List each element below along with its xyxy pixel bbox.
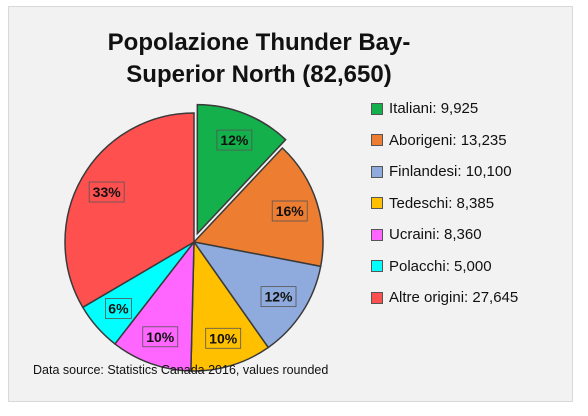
legend-item-polacchi: Polacchi: 5,000	[371, 251, 518, 283]
data-label-box	[216, 129, 253, 151]
legend-swatch	[371, 165, 383, 178]
chart-area: Popolazione Thunder Bay-Superior North (…	[8, 6, 573, 402]
legend-item-ucraini: Ucraini: 8,360	[371, 219, 518, 251]
data-source-note: Data source: Statistics Canada 2016, val…	[33, 363, 329, 377]
pie-slice-aborigeni	[192, 146, 324, 268]
legend-label: Aborigeni: 13,235	[389, 131, 507, 149]
data-label-italiani: 12%	[216, 129, 253, 151]
data-label-polacchi: 6%	[105, 298, 132, 319]
legend-swatch	[371, 291, 383, 304]
legend-label: Polacchi: 5,000	[389, 257, 492, 275]
data-label-altre-origini: 33%	[88, 181, 125, 203]
legend-item-altre-origini: Altre origini: 27,645	[371, 282, 518, 314]
legend-label: Italiani: 9,925	[389, 100, 479, 118]
legend-swatch	[371, 228, 383, 241]
data-label-text: 12%	[220, 132, 249, 148]
legend-item-tedeschi: Tedeschi: 8,385	[371, 188, 518, 220]
data-label-text: 10%	[209, 330, 238, 346]
data-label-text: 10%	[146, 329, 175, 345]
data-label-text: 16%	[276, 203, 305, 219]
data-label-box	[205, 327, 242, 349]
legend-label: Ucraini: 8,360	[389, 226, 482, 244]
pie-chart: 12% 16% 12% 10% 10% 6% 33%	[64, 103, 324, 372]
legend-swatch	[371, 260, 383, 273]
data-label-text: 33%	[93, 184, 122, 200]
data-label-text: 6%	[108, 300, 129, 316]
legend-swatch	[371, 134, 383, 147]
data-label-box	[105, 298, 132, 319]
pie-slice-altre-origini	[64, 112, 195, 309]
legend-item-italiani: Italiani: 9,925	[371, 93, 518, 125]
legend: Italiani: 9,925 Aborigeni: 13,235 Finlande…	[371, 93, 518, 314]
legend-label: Tedeschi: 8,385	[389, 194, 495, 212]
legend-item-aborigeni: Aborigeni: 13,235	[371, 125, 518, 157]
data-label-finlandesi: 12%	[260, 286, 297, 308]
legend-item-finlandesi: Finlandesi: 10,100	[371, 156, 518, 188]
legend-label: Altre origini: 27,645	[389, 289, 519, 307]
legend-swatch	[371, 102, 383, 115]
data-label-box	[271, 200, 308, 222]
data-label-tedeschi: 10%	[205, 327, 242, 349]
data-label-box	[142, 326, 179, 348]
data-label-box	[88, 181, 125, 203]
data-label-aborigeni: 16%	[271, 200, 308, 222]
legend-swatch	[371, 197, 383, 210]
data-label-box	[260, 286, 297, 308]
pie-slice-finlandesi	[192, 240, 322, 349]
chart-title: Popolazione Thunder Bay-Superior North (…	[107, 29, 411, 88]
data-label-ucraini: 10%	[142, 326, 179, 348]
legend-label: Finlandesi: 10,100	[389, 163, 512, 181]
data-label-text: 12%	[264, 289, 293, 305]
